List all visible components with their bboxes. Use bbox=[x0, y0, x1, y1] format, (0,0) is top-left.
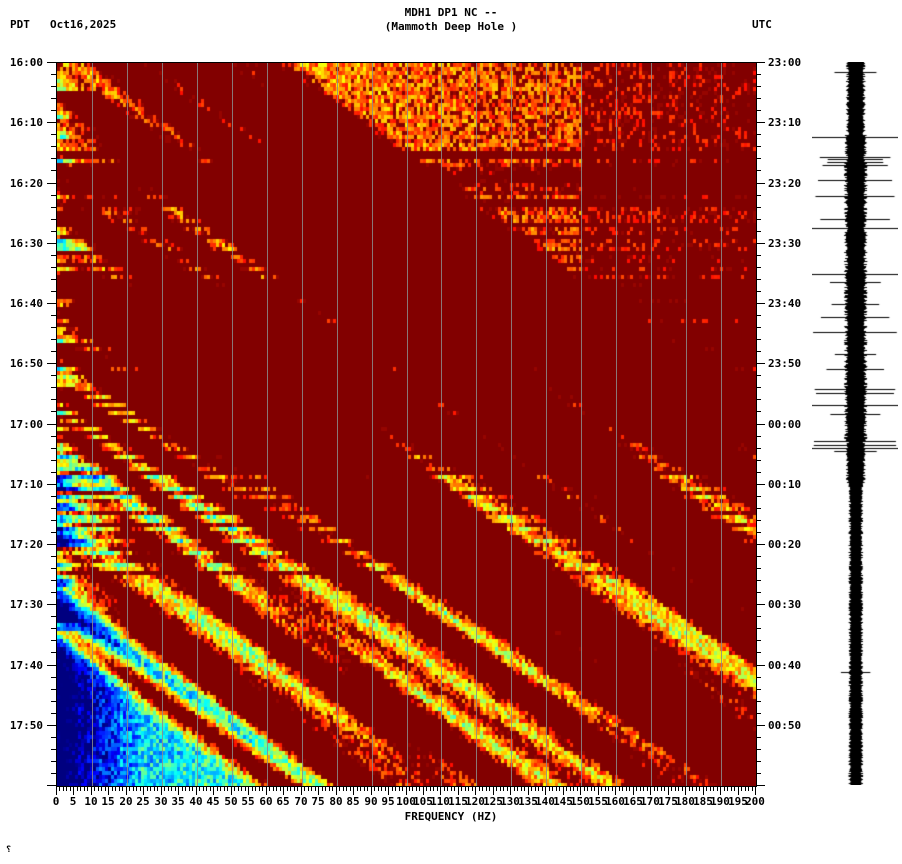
frequency-tick-label: 45 bbox=[206, 795, 220, 808]
time-tick-label-utc: 00:40 bbox=[768, 658, 802, 672]
frequency-tick-label: 165 bbox=[623, 795, 643, 808]
frequency-tick-label: 65 bbox=[276, 795, 290, 808]
frequency-tick-label: 180 bbox=[675, 795, 695, 808]
frequency-tick-label: 110 bbox=[430, 795, 450, 808]
frequency-tick-label: 175 bbox=[658, 795, 678, 808]
time-tick-label-pdt: 17:10 bbox=[9, 477, 43, 491]
frequency-tick-label: 90 bbox=[364, 795, 378, 808]
frequency-axis-ticks bbox=[56, 786, 756, 796]
time-tick-label-pdt: 16:20 bbox=[9, 176, 43, 190]
date-label: Oct16,2025 bbox=[50, 18, 117, 31]
time-tick-label-pdt: 16:00 bbox=[9, 56, 43, 69]
frequency-tick-label: 160 bbox=[605, 795, 625, 808]
frequency-tick-label: 155 bbox=[588, 795, 608, 808]
time-axis-pdt bbox=[47, 62, 57, 786]
frequency-tick-label: 105 bbox=[413, 795, 433, 808]
frequency-tick-label: 0 bbox=[52, 795, 60, 808]
time-tick-label-pdt: 17:30 bbox=[9, 598, 43, 612]
frequency-tick-label: 35 bbox=[171, 795, 185, 808]
frequency-axis-title: FREQUENCY (HZ) bbox=[404, 810, 498, 823]
time-tick-label-utc: 23:00 bbox=[768, 56, 802, 69]
page-title: MDH1 DP1 NC -- bbox=[404, 6, 498, 19]
time-tick-label-utc: 23:30 bbox=[768, 236, 802, 250]
time-axis-pdt-labels: 16:00 16:10 16:20 16:30 16:40 16:50 17:00 17:10… bbox=[0, 56, 45, 785]
time-tick-label-utc: 00:30 bbox=[768, 598, 802, 612]
time-axis-utc-labels: 23:00 23:10 23:20 23:30 23:40 23:50 00:00 00:10… bbox=[768, 56, 828, 785]
time-tick-label-pdt: 17:40 bbox=[9, 658, 43, 672]
page-subtitle: (Mammoth Deep Hole ) bbox=[384, 20, 518, 33]
frequency-tick-label: 190 bbox=[710, 795, 730, 808]
helicorder-trace bbox=[812, 62, 898, 785]
time-tick-label-pdt: 16:30 bbox=[9, 236, 43, 250]
frequency-tick-label: 40 bbox=[189, 795, 203, 808]
frequency-tick-label: 170 bbox=[640, 795, 660, 808]
time-tick-label-pdt: 17:50 bbox=[9, 718, 43, 732]
frequency-axis-labels: 0 5 10 15 20 25 30 35 40 45 50 55 60 65 70 75 80 85 90 95 10… bbox=[0, 795, 902, 811]
frequency-tick-label: 135 bbox=[518, 795, 538, 808]
time-tick-label-utc: 00:10 bbox=[768, 477, 802, 491]
frequency-tick-label: 195 bbox=[728, 795, 748, 808]
frequency-tick-label: 200 bbox=[745, 795, 765, 808]
time-tick-label-utc: 23:20 bbox=[768, 176, 802, 190]
frequency-tick-label: 140 bbox=[535, 795, 555, 808]
time-tick-label-pdt: 16:40 bbox=[9, 297, 43, 310]
timezone-label-right: UTC bbox=[752, 18, 772, 31]
time-tick-label-utc: 23:50 bbox=[768, 357, 802, 371]
frequency-tick-label: 80 bbox=[329, 795, 343, 808]
frequency-tick-label: 55 bbox=[241, 795, 255, 808]
frequency-tick-label: 150 bbox=[570, 795, 590, 808]
frequency-tick-label: 50 bbox=[224, 795, 238, 808]
frequency-tick-label: 115 bbox=[448, 795, 468, 808]
timezone-label-left: PDT bbox=[10, 18, 30, 31]
time-tick-label-pdt: 16:10 bbox=[9, 116, 43, 130]
frequency-tick-label: 30 bbox=[154, 795, 168, 808]
frequency-tick-label: 85 bbox=[346, 795, 360, 808]
time-tick-label-utc: 23:10 bbox=[768, 116, 802, 130]
frequency-tick-label: 145 bbox=[553, 795, 573, 808]
time-tick-label-pdt: 17:20 bbox=[9, 538, 43, 551]
frequency-tick-label: 100 bbox=[396, 795, 416, 808]
frequency-tick-label: 120 bbox=[465, 795, 485, 808]
frequency-tick-label: 130 bbox=[500, 795, 520, 808]
frequency-tick-label: 75 bbox=[311, 795, 325, 808]
time-tick-label-utc: 23:40 bbox=[768, 297, 802, 310]
corner-mark: ⸮ bbox=[6, 845, 12, 855]
frequency-tick-label: 70 bbox=[294, 795, 308, 808]
frequency-tick-label: 15 bbox=[101, 795, 115, 808]
time-tick-label-utc: 00:20 bbox=[768, 538, 802, 551]
frequency-tick-label: 25 bbox=[136, 795, 150, 808]
time-tick-label-pdt: 17:00 bbox=[9, 417, 43, 431]
spectrogram-plot[interactable] bbox=[56, 62, 757, 787]
frequency-tick-label: 5 bbox=[69, 795, 77, 808]
time-tick-label-pdt: 16:50 bbox=[9, 357, 43, 371]
frequency-tick-label: 10 bbox=[84, 795, 98, 808]
time-tick-label-utc: 00:00 bbox=[768, 417, 802, 431]
helicorder-trace-canvas bbox=[812, 62, 898, 785]
frequency-tick-label: 95 bbox=[381, 795, 395, 808]
time-tick-label-utc: 00:50 bbox=[768, 718, 802, 732]
time-axis-utc bbox=[755, 62, 765, 786]
frequency-tick-label: 125 bbox=[483, 795, 503, 808]
frequency-tick-label: 60 bbox=[259, 795, 273, 808]
spectrogram-canvas bbox=[57, 63, 756, 786]
frequency-tick-label: 20 bbox=[119, 795, 133, 808]
frequency-tick-label: 185 bbox=[693, 795, 713, 808]
